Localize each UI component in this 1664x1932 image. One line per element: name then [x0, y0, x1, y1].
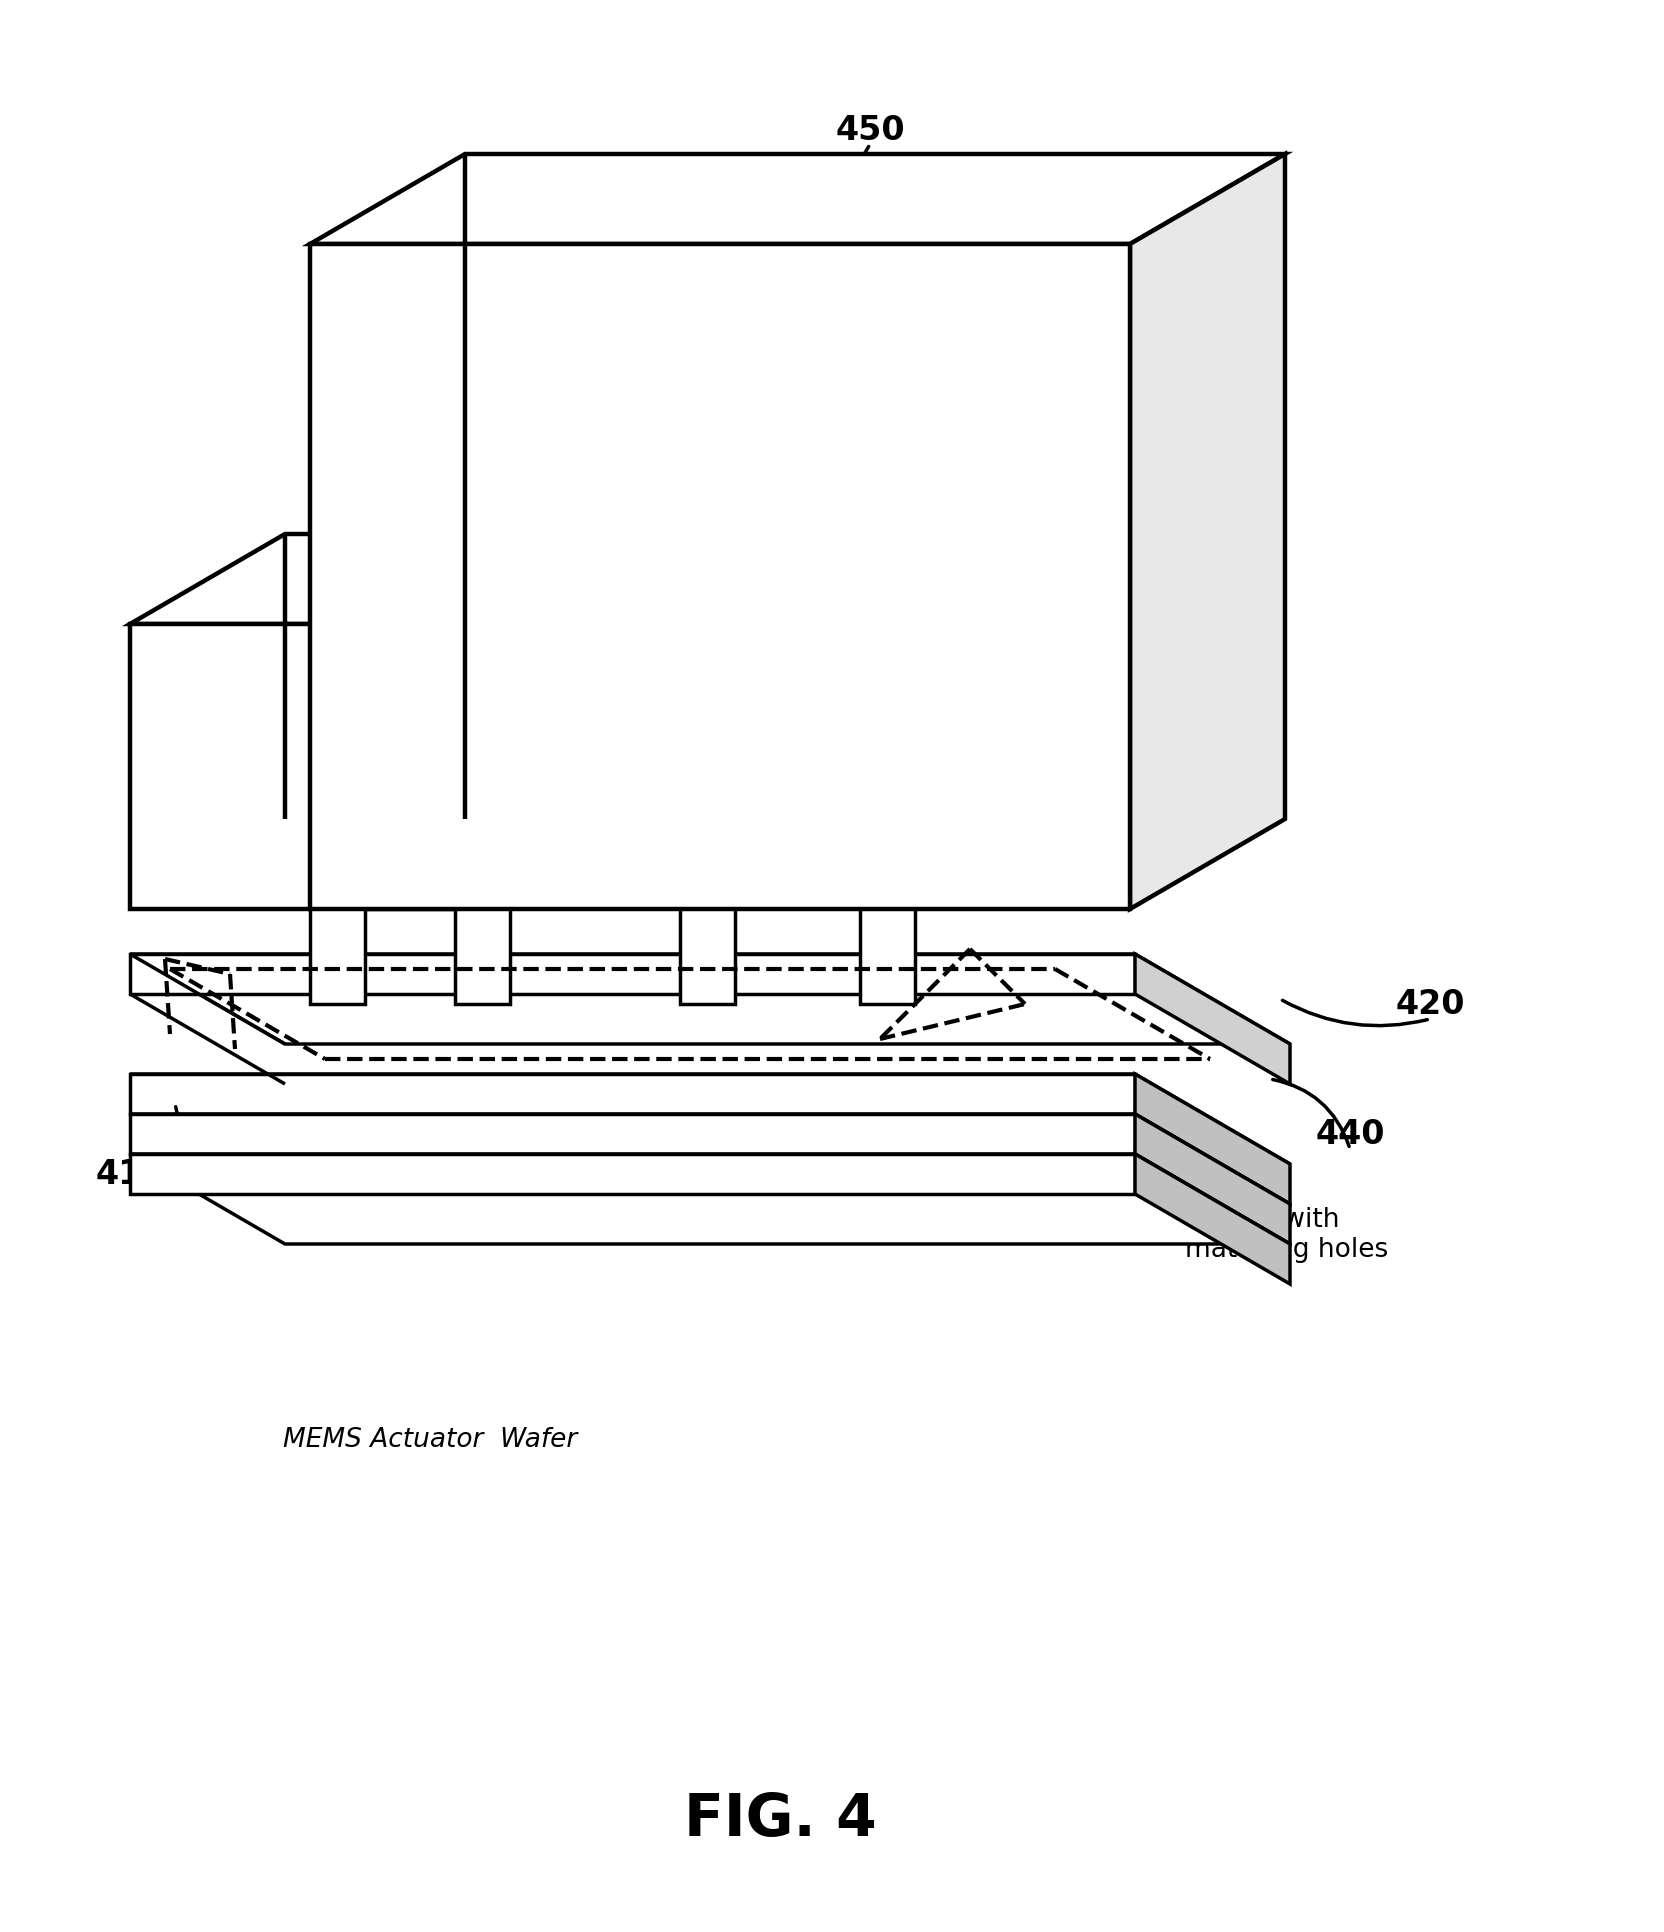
Polygon shape — [1135, 1155, 1290, 1285]
Polygon shape — [310, 910, 364, 1005]
Polygon shape — [681, 910, 735, 1005]
Polygon shape — [1130, 155, 1285, 910]
Polygon shape — [1135, 1074, 1290, 1204]
Polygon shape — [860, 910, 915, 1005]
Polygon shape — [130, 954, 1290, 1045]
Text: 410: 410 — [95, 1157, 165, 1190]
Text: 430: 430 — [870, 993, 940, 1026]
Polygon shape — [454, 910, 509, 1005]
Polygon shape — [130, 1115, 1290, 1204]
Polygon shape — [130, 1115, 1135, 1155]
Text: MEMS Actuator  Wafer: MEMS Actuator Wafer — [283, 1426, 577, 1453]
Polygon shape — [130, 1155, 1135, 1194]
Polygon shape — [130, 1155, 1290, 1244]
Text: 420: 420 — [1394, 987, 1464, 1020]
Polygon shape — [130, 954, 1135, 995]
Polygon shape — [130, 1074, 1290, 1165]
Polygon shape — [1135, 1115, 1290, 1244]
Polygon shape — [310, 155, 1285, 245]
Polygon shape — [130, 1074, 1135, 1115]
Polygon shape — [310, 245, 1130, 910]
Text: 450: 450 — [835, 114, 905, 147]
Text: FIG. 4: FIG. 4 — [684, 1791, 877, 1847]
Polygon shape — [459, 535, 616, 910]
Text: Fixture with
matching holes: Fixture with matching holes — [1185, 1206, 1388, 1262]
Text: 440: 440 — [1315, 1119, 1384, 1151]
Polygon shape — [130, 624, 459, 910]
Polygon shape — [130, 535, 616, 624]
Polygon shape — [1135, 954, 1290, 1084]
